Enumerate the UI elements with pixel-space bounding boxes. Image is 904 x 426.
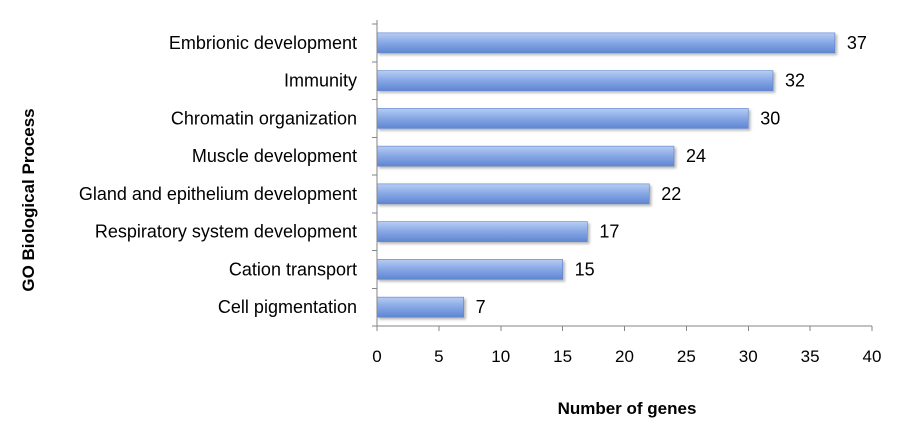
- bar-4: [376, 145, 675, 167]
- category-label: Respiratory system development: [95, 222, 357, 242]
- bar-6: [376, 221, 588, 242]
- x-tick-label: 0: [372, 347, 381, 366]
- value-label: 15: [575, 259, 595, 279]
- value-label: 22: [661, 184, 681, 204]
- value-label: 7: [476, 297, 486, 317]
- value-label: 32: [785, 71, 805, 91]
- x-tick-label: 10: [491, 347, 510, 366]
- bar-1: [376, 32, 836, 54]
- bar-5: [376, 183, 650, 205]
- bar-3: [376, 108, 749, 129]
- category-label: Immunity: [284, 71, 357, 91]
- x-axis-title: Number of genes: [558, 399, 697, 418]
- value-label: 17: [599, 222, 619, 242]
- x-tick-label: 20: [615, 347, 634, 366]
- category-label: Cell pigmentation: [218, 297, 357, 317]
- x-tick-label: 5: [434, 347, 443, 366]
- category-label: Embrionic development: [169, 33, 357, 53]
- value-label: 30: [760, 108, 780, 128]
- x-tick-label: 25: [677, 347, 696, 366]
- x-tick-label: 15: [553, 347, 572, 366]
- category-label: Cation transport: [229, 259, 357, 279]
- bar-8: [376, 296, 464, 318]
- category-label: Gland and epithelium development: [79, 184, 357, 204]
- bars-group: [376, 32, 836, 318]
- category-labels-group: Embrionic development Immunity Chromatin o…: [79, 33, 357, 317]
- bar-2: [376, 70, 774, 91]
- value-label: 37: [847, 33, 867, 53]
- value-label: 24: [686, 146, 706, 166]
- x-tick-label: 35: [801, 347, 820, 366]
- category-label: Chromatin organization: [171, 108, 357, 128]
- category-label: Muscle development: [192, 146, 357, 166]
- x-ticks-group: 0 5 10 15 20 25 30 35 40: [372, 23, 882, 366]
- x-tick-label: 30: [739, 347, 758, 366]
- y-axis-title: GO Biological Process: [19, 108, 38, 291]
- x-tick-label: 40: [863, 347, 882, 366]
- bar-7: [376, 259, 563, 280]
- axes-group: [376, 20, 872, 327]
